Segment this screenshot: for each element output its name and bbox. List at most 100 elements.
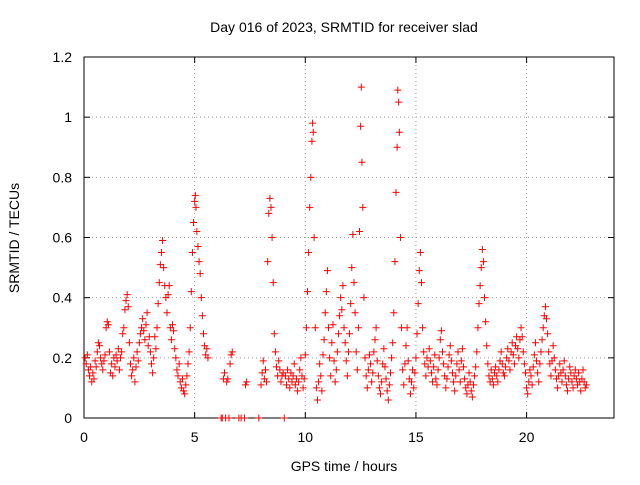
data-point [121,306,129,314]
data-point [434,366,442,374]
data-point [299,384,307,392]
data-point [406,390,414,398]
data-point [567,369,575,377]
data-point [198,312,206,320]
data-point [269,279,277,287]
data-point [391,258,399,266]
data-point [124,303,132,311]
data-point [92,363,100,371]
data-point [270,330,278,338]
data-point [506,366,514,374]
data-point [402,342,410,350]
data-point [169,321,177,329]
data-point [289,372,297,380]
data-point [425,345,433,353]
data-point [297,354,305,362]
data-point [352,348,360,356]
data-point [183,372,191,380]
data-point [550,354,558,362]
data-point [113,357,121,365]
data-point [419,324,427,332]
data-point [371,336,379,344]
data-point [432,375,440,383]
data-point [338,306,346,314]
data-point [481,294,489,302]
data-point [320,336,328,344]
data-point [472,363,480,371]
data-point [144,342,152,350]
data-point [385,381,393,389]
data-point [381,363,389,371]
data-point [475,300,483,308]
data-point [454,348,462,356]
data-point [395,98,403,106]
data-point [396,234,404,241]
data-point [502,363,510,371]
data-point [343,372,351,380]
data-point [155,279,163,287]
data-point [328,339,336,347]
data-point [294,387,302,395]
data-point [435,354,443,362]
data-point [444,363,452,371]
data-point [311,324,319,332]
data-point [195,258,203,266]
y-tick-label: 0.2 [53,350,73,366]
data-point [191,197,199,205]
data-point [330,357,338,365]
data-point [117,354,125,362]
data-point [204,354,212,362]
data-point [493,372,501,380]
data-point [357,83,365,91]
data-point [530,351,538,359]
data-point [474,324,482,332]
data-point [199,330,207,338]
data-point [526,366,534,374]
data-point [167,336,175,344]
data-point [430,363,438,371]
data-point [484,360,492,368]
data-point [538,336,546,344]
data-point [344,348,352,356]
data-point [433,381,441,389]
data-point [368,378,376,386]
data-point [130,354,138,362]
data-point [333,348,341,356]
data-point [93,348,101,356]
data-point [499,369,507,377]
data-point [554,384,562,392]
data-point [323,267,331,275]
data-point [309,119,317,127]
data-point [473,348,481,356]
data-point [395,128,403,136]
data-point [143,309,151,317]
data-point [242,381,250,389]
data-point [560,357,568,365]
data-point [422,372,430,380]
data-point [119,330,127,338]
data-point [565,375,573,383]
data-point [378,378,386,386]
y-tick-label: 1.2 [53,49,73,65]
x-axis-label: GPS time / hours [291,458,398,474]
data-point [122,297,130,305]
data-point [529,363,537,371]
data-point [348,264,356,272]
data-point [95,342,103,350]
data-point [568,378,576,386]
data-point [423,354,431,362]
data-point [394,86,402,94]
data-point [485,372,493,380]
data-point [83,351,91,359]
data-point [329,321,337,329]
data-point [321,309,329,317]
data-point [489,381,497,389]
data-point [478,246,486,254]
data-point [581,384,589,392]
data-point [415,267,423,275]
y-tick-label: 0.6 [53,230,73,246]
data-point [392,188,400,196]
data-point [91,357,99,365]
data-point [118,348,126,356]
